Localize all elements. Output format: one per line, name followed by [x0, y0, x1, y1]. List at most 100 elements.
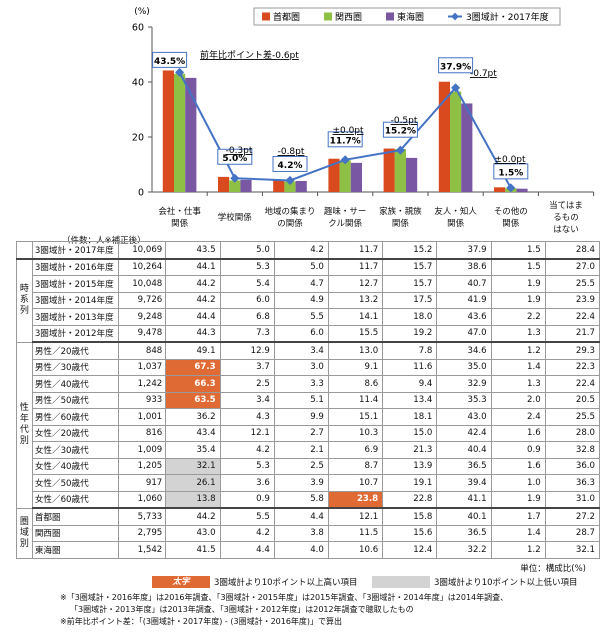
legend-swatch: [386, 12, 394, 21]
row-count: 1,542: [117, 541, 167, 559]
bar-tokai: [516, 188, 528, 192]
point-label-box: [382, 121, 418, 138]
table-cell: 23.8: [327, 490, 384, 509]
row-label: 首都圏: [31, 507, 119, 526]
table-cell: 5.5: [273, 308, 329, 326]
legend-box: [253, 7, 561, 26]
table-row: 3圏域計・2015年度 10,048 44.2 5.4 4.7 12.7 15.7 40.7 1…: [17, 275, 600, 293]
table-cell: 36.3: [544, 474, 600, 492]
table-cell: 11.6: [382, 358, 438, 376]
table-row: 男性／50歳代 933 63.5 3.4 5.1 11.4 13.4 35.3 2.0 20.5: [17, 391, 600, 409]
unit-label: 単位：構成比(%): [520, 564, 586, 574]
legend-swatch: [324, 12, 332, 21]
table-cell: 49.1: [165, 341, 221, 360]
bar-tokai: [185, 77, 197, 192]
table-cell: 36.5: [436, 457, 492, 475]
table-cell: 63.5: [165, 391, 221, 409]
table-cell: 3.3: [273, 375, 329, 393]
table-cell: 34.6: [436, 341, 492, 360]
row-label: 3圏域計・2013年度: [31, 308, 119, 326]
diff-label: 前年比ポイント差-0.6pt: [200, 49, 299, 61]
table-cell: 43.4: [165, 424, 221, 442]
table-cell: 9.9: [273, 408, 329, 426]
table-cell: 44.2: [165, 507, 221, 526]
bar-kansai: [284, 181, 296, 192]
table-cell: 36.5: [436, 524, 492, 542]
legend-label: 3圏域計・2017年度: [466, 11, 549, 23]
table-cell: 26.1: [165, 474, 221, 492]
point-label-box: [438, 57, 474, 74]
bar-shutoken: [328, 158, 340, 192]
table-row: 男性／60歳代 1,001 36.2 4.3 9.9 15.1 18.1 43.0 2.4 25.…: [17, 408, 600, 426]
row-count: 2,795: [117, 524, 167, 542]
table-cell: 14.1: [327, 308, 384, 326]
y-tick-label: 0: [138, 188, 144, 199]
row-label: 男性／40歳代: [31, 375, 119, 393]
table-cell: 40.7: [436, 275, 492, 293]
bar-kansai: [229, 180, 241, 192]
table-cell: 3.7: [219, 358, 275, 376]
table-cell: 11.7: [327, 258, 384, 276]
category-header: 会社・仕事 関係: [158, 207, 201, 229]
bar-shutoken: [273, 179, 285, 192]
table-cell: 43.0: [436, 408, 492, 426]
table-cell: 5.1: [273, 391, 329, 409]
table-cell: 5.5: [219, 507, 275, 526]
legend-high: 太字 3圏域計より10ポイント以上高い項目: [152, 576, 358, 588]
point-label-box: [152, 51, 188, 68]
table-cell: 1.2: [490, 541, 546, 559]
table-cell: 5.4: [219, 275, 275, 293]
table-cell: 32.1: [544, 541, 600, 559]
table-cell: 8.6: [327, 375, 384, 393]
point-label: 43.5%: [154, 57, 185, 67]
row-label: 3圏域計・2016年度: [31, 258, 119, 276]
point-label-box: [272, 155, 308, 172]
legend-label: 首都圏: [273, 11, 300, 23]
table-cell: 11.4: [327, 391, 384, 409]
row-label: 3圏域計・2017年度: [31, 241, 119, 260]
table-cell: 32.1: [165, 457, 221, 475]
table-cell: 4.7: [273, 275, 329, 293]
table-cell: 1.4: [490, 358, 546, 376]
table-cell: 18.0: [382, 308, 438, 326]
y-tick-label: 20: [132, 133, 144, 144]
high-swatch: 太字: [152, 576, 210, 588]
bar-shutoken: [383, 148, 395, 192]
table-cell: 40.1: [436, 507, 492, 526]
table-cell: 3.4: [219, 391, 275, 409]
high-legend-text: 3圏域計より10ポイント以上高い項目: [214, 578, 358, 588]
table-cell: 15.7: [382, 275, 438, 293]
point-label: 4.2%: [278, 161, 303, 171]
row-count: 10,048: [117, 275, 167, 293]
row-count: 1,205: [117, 457, 167, 475]
diff-label: -0.8pt: [278, 147, 305, 157]
row-count: 917: [117, 474, 167, 492]
table-cell: 5.0: [273, 258, 329, 276]
table-cell: 25.5: [544, 275, 600, 293]
table-cell: 35.3: [436, 391, 492, 409]
table-cell: 6.9: [327, 441, 384, 459]
table-cell: 6.8: [219, 308, 275, 326]
bar-line-chart: (%) 0 20 40 60 43.5% 5.0% 4.2% 11.7% 15.2% 37.9% 1.…: [132, 7, 595, 199]
bar-kansai: [174, 73, 186, 192]
table-cell: 44.2: [165, 291, 221, 309]
row-count: 848: [117, 341, 167, 360]
table-cell: 66.3: [165, 375, 221, 393]
table-cell: 12.7: [327, 275, 384, 293]
table-cell: 10.7: [327, 474, 384, 492]
table-cell: 15.6: [382, 524, 438, 542]
table-cell: 12.4: [382, 541, 438, 559]
diff-label: ±0.0pt: [494, 155, 526, 165]
table-cell: 29.3: [544, 341, 600, 360]
table-cell: 1.4: [490, 524, 546, 542]
row-count: 1,242: [117, 375, 167, 393]
table-cell: 2.5: [219, 375, 275, 393]
diff-label: -0.5pt: [391, 116, 418, 126]
table-cell: 12.1: [327, 507, 384, 526]
row-label: 女性／50歳代: [31, 474, 119, 492]
table-cell: 3.8: [273, 524, 329, 542]
table-cell: 67.3: [165, 358, 221, 376]
footnote-2: 「3圏域計・2013年度」は2013年調査、「3圏域計・2012年度」は2012…: [70, 605, 414, 615]
row-count: 933: [117, 391, 167, 409]
table-cell: 5.3: [219, 258, 275, 276]
